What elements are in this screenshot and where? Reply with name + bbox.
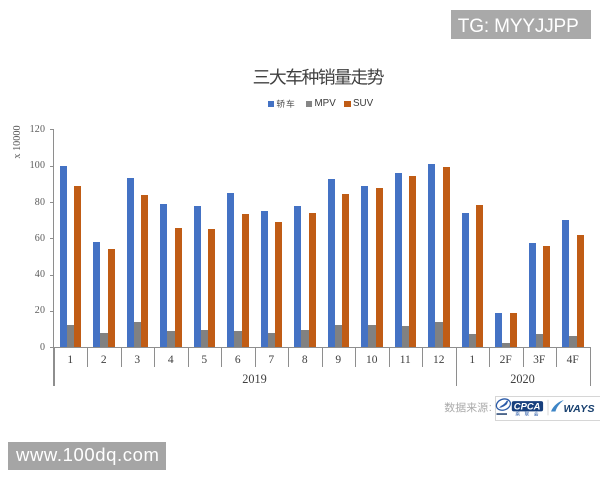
- svg-text:WAYS: WAYS: [563, 402, 594, 414]
- svg-text:CPCA: CPCA: [513, 400, 540, 411]
- svg-text::: :: [489, 402, 492, 414]
